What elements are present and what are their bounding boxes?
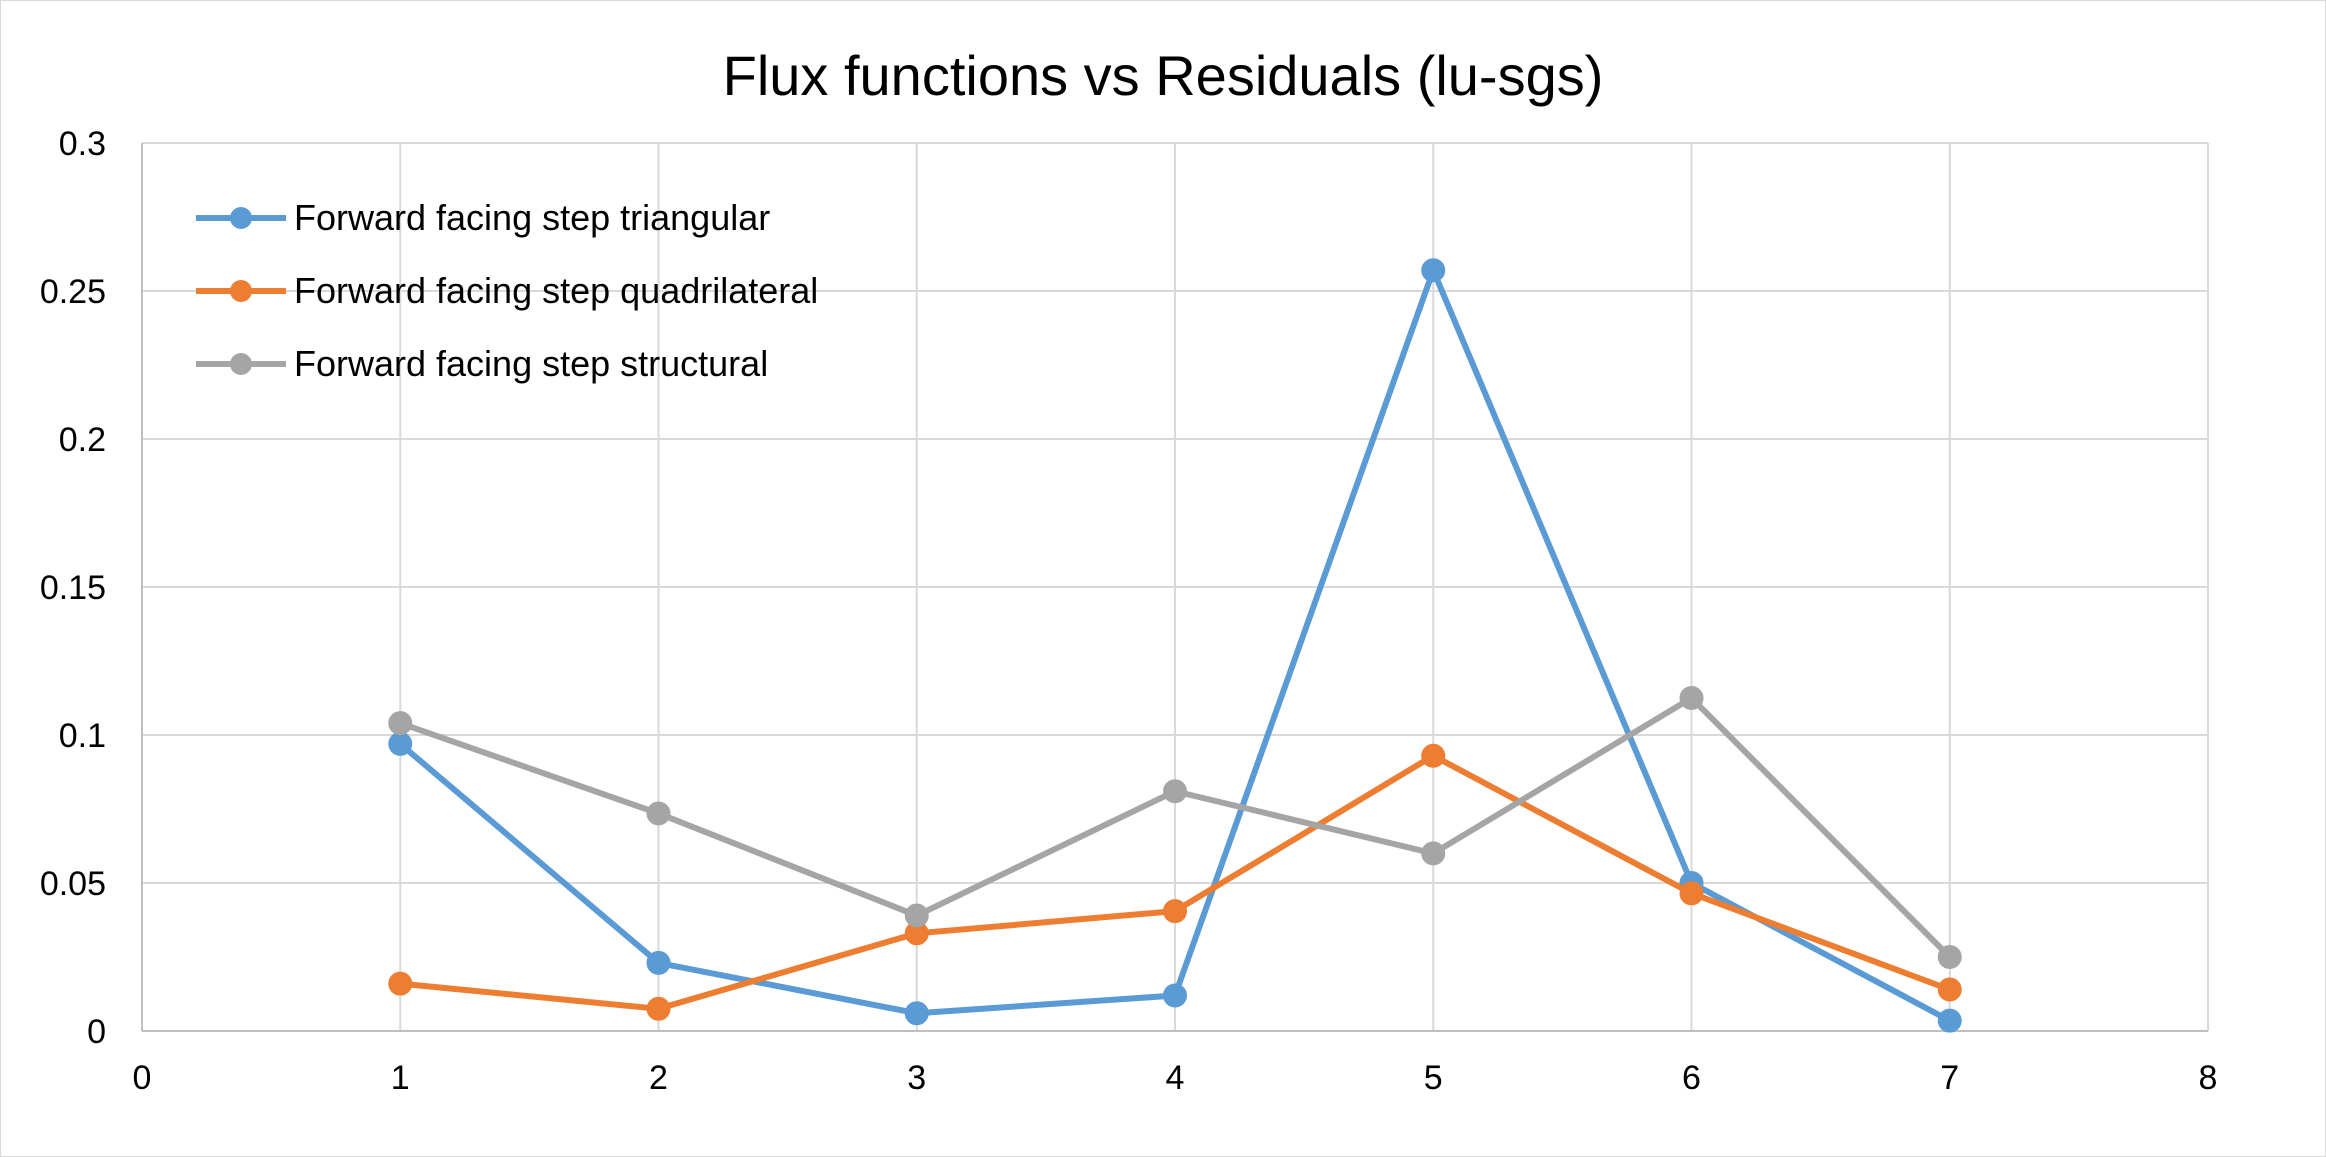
data-point xyxy=(1163,983,1187,1008)
data-point xyxy=(1421,258,1446,283)
x-tick-label: 8 xyxy=(2199,1059,2218,1097)
x-tick-label: 2 xyxy=(649,1059,668,1097)
data-point xyxy=(1937,945,1962,969)
data-point xyxy=(1937,977,1962,1002)
x-tick-label: 0 xyxy=(133,1059,152,1097)
x-tick-label: 4 xyxy=(1166,1059,1185,1097)
grid-lines xyxy=(142,142,2209,1031)
legend-item: Forward facing step structural xyxy=(196,343,768,384)
axes: 0 0.05 0.1 0.15 0.2 0.25 0.3 0 1 2 3 4 5 6 7 8 xyxy=(40,125,2218,1097)
legend-swatch-marker xyxy=(230,353,252,375)
x-tick-label: 1 xyxy=(391,1059,410,1097)
data-point xyxy=(1679,881,1704,906)
x-tick-label: 7 xyxy=(1940,1059,1959,1097)
x-tick-label: 3 xyxy=(907,1059,926,1097)
data-point xyxy=(388,711,413,736)
data-point xyxy=(1937,1008,1962,1033)
y-tick-label: 0.15 xyxy=(40,569,106,607)
data-point xyxy=(1421,841,1446,866)
data-point xyxy=(646,996,671,1021)
data-point xyxy=(904,903,929,928)
legend: Forward facing step triangular Forward fa… xyxy=(196,197,818,384)
legend-label: Forward facing step quadrilateral xyxy=(294,270,818,311)
data-point xyxy=(646,801,671,826)
y-tick-label: 0.25 xyxy=(40,273,106,311)
y-tick-label: 0.3 xyxy=(59,125,106,163)
data-point xyxy=(1679,686,1704,710)
series-2 xyxy=(388,743,1962,1021)
data-point xyxy=(1163,779,1187,804)
legend-label: Forward facing step triangular xyxy=(294,197,770,238)
legend-label: Forward facing step structural xyxy=(294,343,768,384)
data-point xyxy=(1421,743,1446,768)
y-tick-label: 0 xyxy=(87,1013,106,1051)
x-tick-label: 5 xyxy=(1424,1059,1443,1097)
data-point xyxy=(388,971,413,996)
legend-item: Forward facing step quadrilateral xyxy=(196,270,818,311)
x-tick-label: 6 xyxy=(1682,1059,1701,1097)
legend-swatch-marker xyxy=(230,207,252,229)
chart-title: Flux functions vs Residuals (lu-sgs) xyxy=(723,44,1604,107)
data-point xyxy=(388,731,413,756)
y-tick-label: 0.2 xyxy=(59,421,106,459)
data-point xyxy=(1163,899,1187,924)
series-3 xyxy=(388,686,1962,969)
data-point xyxy=(646,950,671,975)
y-tick-label: 0.05 xyxy=(40,865,106,903)
y-tick-label: 0.1 xyxy=(59,717,106,755)
series-layer xyxy=(388,258,1962,1033)
legend-item: Forward facing step triangular xyxy=(196,197,770,238)
data-point xyxy=(904,1001,929,1026)
legend-swatch-marker xyxy=(230,280,252,302)
